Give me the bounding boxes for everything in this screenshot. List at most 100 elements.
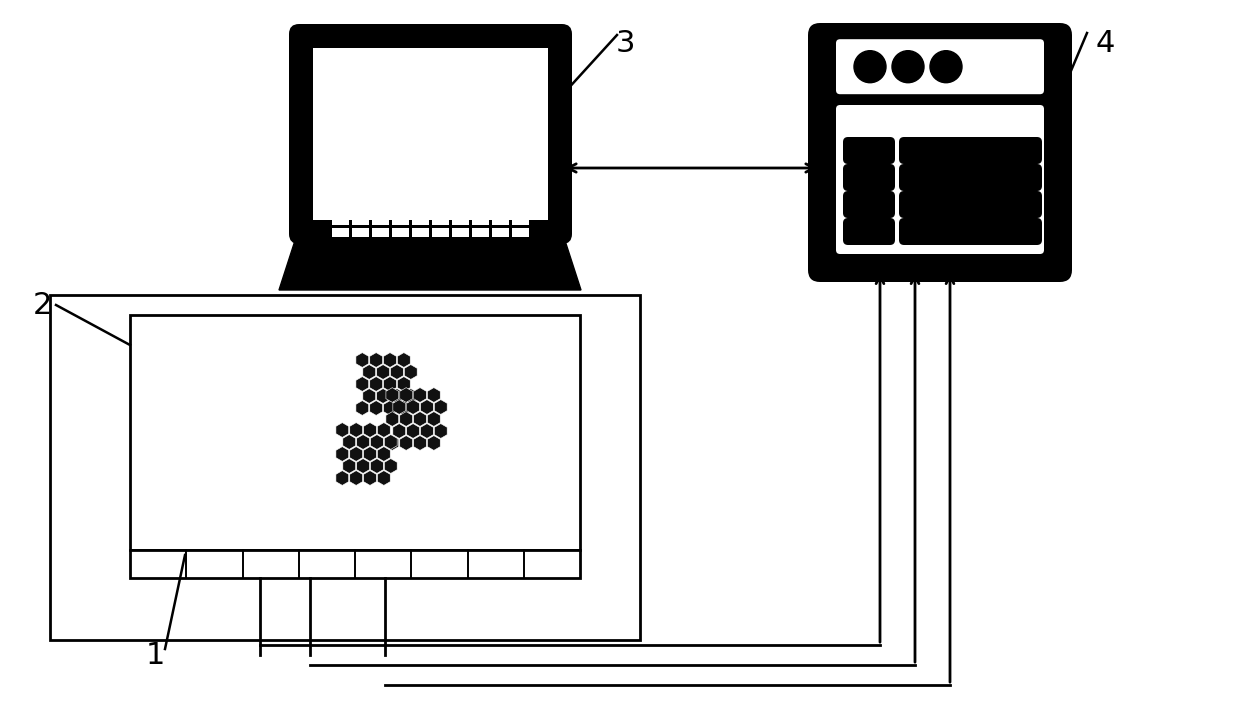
Polygon shape <box>398 377 410 392</box>
Polygon shape <box>371 458 383 473</box>
Polygon shape <box>363 423 377 437</box>
Bar <box>472 204 489 213</box>
Bar <box>492 204 508 213</box>
FancyBboxPatch shape <box>843 164 895 191</box>
Polygon shape <box>363 389 376 404</box>
Bar <box>492 216 508 225</box>
Bar <box>352 216 370 225</box>
Ellipse shape <box>930 51 962 83</box>
Ellipse shape <box>854 51 887 83</box>
Bar <box>372 228 389 237</box>
Polygon shape <box>377 446 391 461</box>
Polygon shape <box>420 399 433 414</box>
Polygon shape <box>434 424 448 439</box>
Polygon shape <box>393 399 405 414</box>
Polygon shape <box>363 365 376 380</box>
Polygon shape <box>356 353 368 368</box>
Polygon shape <box>370 353 382 368</box>
Bar <box>472 228 489 237</box>
Polygon shape <box>420 424 433 439</box>
Bar <box>432 216 449 225</box>
Polygon shape <box>383 401 397 415</box>
Polygon shape <box>399 387 413 402</box>
FancyBboxPatch shape <box>836 39 1044 94</box>
Bar <box>312 48 548 220</box>
Polygon shape <box>399 412 413 426</box>
Bar <box>472 216 489 225</box>
Polygon shape <box>336 470 348 485</box>
Bar <box>372 216 389 225</box>
Polygon shape <box>391 365 403 380</box>
Text: 3: 3 <box>615 29 635 58</box>
Polygon shape <box>414 412 427 426</box>
Polygon shape <box>342 458 356 473</box>
Text: 2: 2 <box>32 290 52 319</box>
Polygon shape <box>386 387 399 402</box>
Polygon shape <box>398 401 410 415</box>
Polygon shape <box>370 401 382 415</box>
Polygon shape <box>350 423 362 437</box>
FancyBboxPatch shape <box>899 137 1042 164</box>
Bar <box>130 550 580 578</box>
Polygon shape <box>383 353 397 368</box>
Polygon shape <box>336 446 348 461</box>
Polygon shape <box>357 458 370 473</box>
Polygon shape <box>407 424 419 439</box>
FancyBboxPatch shape <box>843 137 895 164</box>
Bar <box>392 228 409 237</box>
Polygon shape <box>434 399 448 414</box>
Polygon shape <box>279 222 582 290</box>
FancyBboxPatch shape <box>843 191 895 218</box>
Polygon shape <box>383 377 397 392</box>
Bar <box>50 295 640 640</box>
Polygon shape <box>377 365 389 380</box>
Bar <box>492 228 508 237</box>
FancyBboxPatch shape <box>836 105 1044 254</box>
FancyBboxPatch shape <box>808 23 1073 282</box>
Polygon shape <box>356 377 368 392</box>
Text: 4: 4 <box>1095 29 1115 58</box>
Polygon shape <box>356 401 368 415</box>
Polygon shape <box>350 470 362 485</box>
Polygon shape <box>363 470 377 485</box>
Bar <box>332 204 348 213</box>
Bar <box>352 228 370 237</box>
Polygon shape <box>342 434 356 449</box>
Bar <box>412 204 429 213</box>
Bar <box>512 228 529 237</box>
Polygon shape <box>384 434 397 449</box>
Ellipse shape <box>892 51 924 83</box>
Bar <box>512 204 529 213</box>
Polygon shape <box>386 436 399 451</box>
FancyBboxPatch shape <box>843 218 895 245</box>
Bar <box>432 228 449 237</box>
Bar <box>453 204 469 213</box>
Polygon shape <box>414 387 427 402</box>
Polygon shape <box>370 377 382 392</box>
Polygon shape <box>391 389 403 404</box>
Polygon shape <box>393 424 405 439</box>
Bar <box>412 216 429 225</box>
Bar <box>392 216 409 225</box>
FancyBboxPatch shape <box>289 24 572 244</box>
Polygon shape <box>377 389 389 404</box>
Polygon shape <box>399 436 413 451</box>
Polygon shape <box>363 446 377 461</box>
Bar <box>130 315 580 550</box>
Bar <box>432 204 449 213</box>
Bar <box>352 204 370 213</box>
Bar <box>332 228 348 237</box>
Polygon shape <box>398 353 410 368</box>
Polygon shape <box>350 446 362 461</box>
FancyBboxPatch shape <box>899 164 1042 191</box>
Polygon shape <box>428 436 440 451</box>
Bar <box>512 216 529 225</box>
Polygon shape <box>357 434 370 449</box>
Polygon shape <box>404 365 417 380</box>
Bar <box>332 216 348 225</box>
Polygon shape <box>386 412 399 426</box>
Bar <box>453 228 469 237</box>
FancyBboxPatch shape <box>899 191 1042 218</box>
Polygon shape <box>336 423 348 437</box>
Text: 1: 1 <box>145 640 165 669</box>
